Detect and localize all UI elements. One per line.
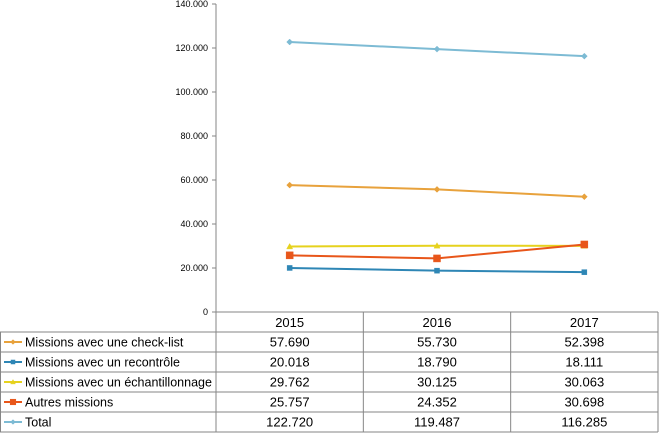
table-value: 29.762 [270, 375, 310, 390]
table-value: 116.285 [561, 415, 607, 430]
legend-label: Missions avec une check-list [25, 336, 184, 350]
x-category-label: 2016 [423, 315, 452, 330]
data-point [286, 38, 294, 46]
legend-key [4, 419, 22, 425]
table-value: 25.757 [270, 395, 310, 410]
table-value: 30.063 [564, 375, 604, 390]
table-value: 30.698 [564, 395, 604, 410]
y-tick-label: 20.000 [180, 263, 208, 273]
table-value: 55.730 [417, 335, 457, 350]
data-point [580, 52, 588, 60]
legend-label: Autres missions [25, 396, 113, 410]
legend-key [4, 359, 22, 365]
data-point [286, 265, 293, 271]
legend-label: Total [25, 416, 51, 430]
data-point [433, 254, 441, 263]
y-tick-label: 120.000 [175, 43, 208, 53]
table-value: 20.018 [270, 355, 310, 370]
y-tick-label: 0 [203, 307, 208, 317]
y-tick-label: 80.000 [180, 131, 208, 141]
data-point [286, 243, 294, 250]
legend-label: Missions avec un échantillonnage [25, 376, 212, 390]
data-point [580, 240, 589, 249]
data-point [580, 193, 588, 201]
legend-label: Missions avec un recontrôle [25, 356, 180, 370]
table-value: 57.690 [270, 335, 310, 350]
series-1 [286, 265, 588, 275]
legend-key [4, 398, 22, 406]
data-point [433, 242, 441, 249]
x-category-label: 2017 [570, 315, 599, 330]
series-0 [286, 181, 588, 201]
y-tick-label: 40.000 [180, 219, 208, 229]
y-axis: 0 20.000 40.000 60.000 80.000 100.000 120.000 1… [175, 0, 217, 317]
data-table: 2015 2016 2017 Missions avec une check-list… [0, 311, 659, 433]
data-point [433, 186, 441, 193]
table-value: 119.487 [414, 415, 460, 430]
table-value: 18.111 [565, 355, 603, 370]
y-tick-label: 100.000 [175, 87, 208, 97]
x-category-label: 2015 [275, 315, 304, 330]
series-3 [285, 240, 589, 263]
table-value: 122.720 [266, 415, 313, 430]
y-tick-label: 60.000 [180, 175, 208, 185]
series-2 [286, 242, 588, 250]
table-value: 30.125 [417, 375, 457, 390]
data-point [286, 181, 294, 189]
table-value: 24.352 [417, 395, 457, 410]
data-point [285, 251, 294, 260]
data-point [434, 267, 440, 274]
data-point [581, 269, 588, 275]
y-tick-label: 140.000 [175, 0, 208, 9]
table-value: 52.398 [564, 335, 604, 350]
series-lines [285, 38, 589, 275]
legend-key [4, 339, 22, 345]
table-value: 18.790 [417, 355, 457, 370]
series-4 [286, 38, 588, 60]
legend-key [4, 379, 22, 385]
data-point [433, 45, 441, 53]
